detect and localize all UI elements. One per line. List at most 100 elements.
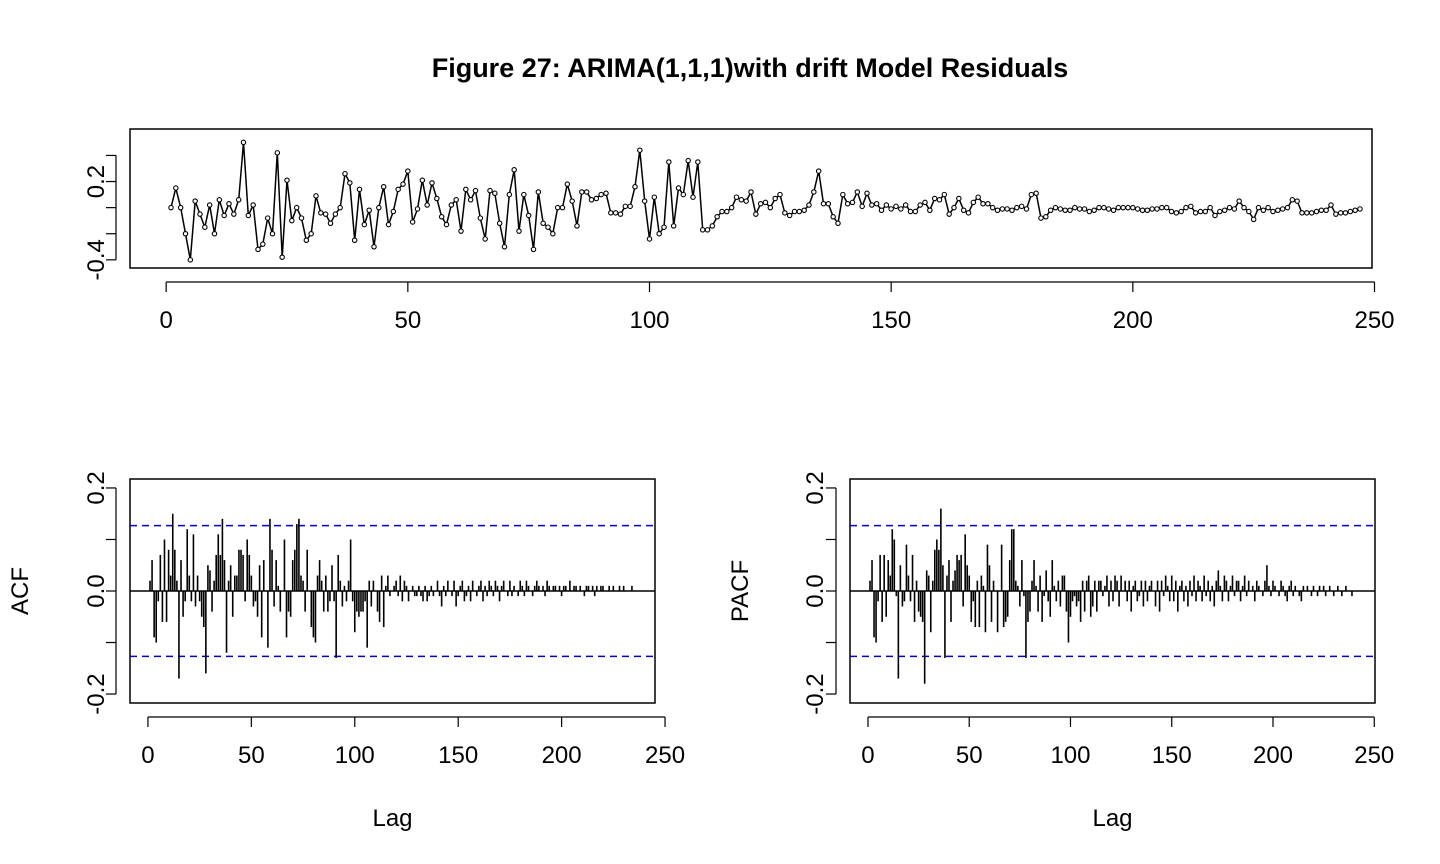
residual-point — [467, 197, 474, 203]
residual-point — [1081, 206, 1088, 212]
residual-point — [864, 190, 870, 197]
residual-point — [728, 204, 735, 211]
residual-point — [351, 237, 358, 244]
residual-point — [1072, 204, 1078, 211]
residual-point — [709, 223, 716, 229]
residual-point — [1009, 207, 1015, 213]
residual-point — [641, 198, 648, 204]
residual-point — [1168, 208, 1175, 215]
residual-point — [245, 212, 252, 219]
residual-point — [1313, 208, 1320, 215]
residual-point — [1062, 207, 1068, 213]
figure-title: Figure 27: ARIMA(1,1,1)with drift Model … — [432, 53, 1069, 83]
residual-point — [738, 197, 745, 203]
residual-point — [719, 208, 725, 215]
residual-point — [1086, 208, 1093, 215]
residual-point — [1207, 204, 1213, 211]
residual-point — [627, 203, 633, 210]
x-tick-label: 50 — [394, 307, 421, 334]
residual-point — [699, 227, 706, 233]
residual-point — [772, 195, 778, 202]
residual-point — [820, 200, 827, 207]
residual-point — [1043, 214, 1049, 220]
residual-point — [1270, 208, 1276, 215]
residual-point — [482, 236, 488, 242]
residual-point — [1231, 206, 1238, 212]
residual-point — [211, 230, 218, 237]
residual-point — [1144, 207, 1151, 213]
y-tick-label: 0.2 — [83, 471, 110, 504]
residual-point — [912, 208, 919, 215]
residual-point — [1328, 202, 1334, 208]
residual-point — [1052, 204, 1059, 211]
residuals-panel: 0 50 100 150 200 250 -0.4 0.2 — [83, 128, 1395, 334]
residual-point — [216, 197, 223, 203]
residual-point — [516, 228, 522, 234]
residual-point — [617, 211, 624, 217]
residual-point — [835, 220, 841, 227]
residual-point — [284, 177, 290, 183]
residual-point — [197, 211, 203, 217]
residual-point — [714, 214, 720, 220]
residual-point — [956, 195, 962, 202]
y-axis-title: PACF — [727, 560, 754, 622]
residual-point — [1352, 207, 1358, 213]
residual-point — [844, 200, 851, 207]
residual-point — [743, 198, 749, 204]
y-tick-label: -0.4 — [83, 239, 110, 280]
residual-point — [1333, 211, 1339, 217]
residual-point — [1294, 198, 1300, 204]
residual-point — [226, 200, 232, 207]
residual-point — [1057, 206, 1064, 212]
residual-point — [1101, 204, 1107, 211]
residual-point — [235, 197, 242, 203]
residual-point — [564, 181, 571, 187]
residual-point — [371, 244, 377, 250]
residual-point — [917, 202, 923, 208]
residual-point — [1212, 212, 1218, 219]
y-axis-title: ACF — [7, 567, 34, 615]
x-axis-title: Lag — [372, 805, 412, 832]
residual-point — [927, 207, 933, 213]
residual-point — [753, 211, 759, 217]
residual-point — [1304, 210, 1310, 216]
residual-point — [815, 168, 822, 174]
x-tick-label: 200 — [1253, 742, 1293, 769]
residual-point — [318, 210, 324, 216]
residual-point — [830, 214, 836, 220]
residual-point — [443, 221, 450, 228]
x-tick-label: 0 — [159, 307, 172, 334]
residual-point — [670, 223, 677, 229]
x-tick-label: 0 — [141, 742, 154, 769]
residual-point — [177, 204, 184, 211]
residual-point — [463, 186, 469, 193]
residual-point — [327, 220, 334, 227]
x-axis-title: Lag — [1092, 805, 1132, 832]
x-tick-label: 50 — [238, 742, 265, 769]
residual-point — [622, 203, 629, 210]
residual-point — [1047, 207, 1054, 213]
residual-point — [608, 210, 614, 216]
residual-point — [1318, 207, 1325, 213]
residual-point — [458, 228, 464, 234]
y-tick-label: 0.2 — [83, 165, 110, 198]
x-tick-label: 250 — [645, 742, 685, 769]
residual-point — [893, 203, 899, 210]
residual-point — [1188, 203, 1194, 210]
residual-point — [1038, 215, 1044, 221]
y-tick-label: 0.0 — [83, 574, 110, 607]
residual-point — [757, 200, 764, 207]
residual-point — [182, 230, 189, 237]
residual-point — [1183, 204, 1189, 211]
residual-point — [1163, 204, 1170, 211]
residual-point — [298, 215, 305, 221]
residual-point — [535, 189, 542, 195]
residual-point — [289, 217, 295, 224]
residual-point — [1246, 208, 1252, 215]
residual-point — [985, 200, 991, 207]
residual-point — [632, 184, 638, 190]
residual-point — [782, 210, 788, 216]
residual-point — [1308, 210, 1315, 216]
residual-point — [506, 191, 513, 198]
residual-point — [666, 159, 672, 165]
